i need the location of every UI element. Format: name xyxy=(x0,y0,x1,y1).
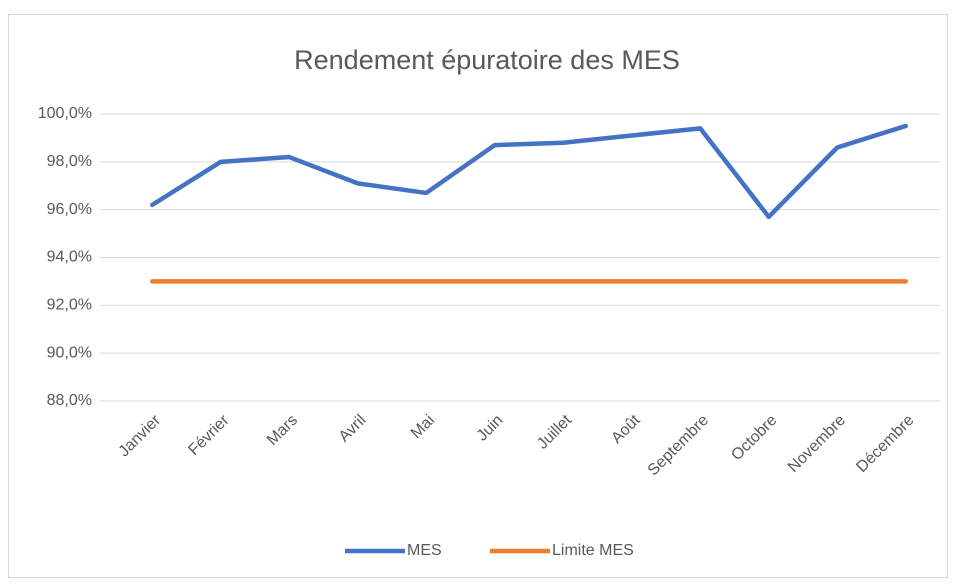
legend-label: MES xyxy=(407,542,442,559)
y-tick-label: 92,0% xyxy=(47,297,92,314)
y-tick-label: 98,0% xyxy=(47,153,92,170)
y-tick-label: 100,0% xyxy=(38,105,92,122)
chart-title: Rendement épuratoire des MES xyxy=(294,45,680,75)
y-tick-label: 94,0% xyxy=(47,249,92,266)
y-tick-label: 90,0% xyxy=(47,344,92,361)
y-tick-label: 88,0% xyxy=(47,392,92,409)
legend-label: Limite MES xyxy=(552,542,634,559)
data-line xyxy=(150,123,908,220)
chart-border xyxy=(8,14,948,578)
y-tick-label: 96,0% xyxy=(47,201,92,218)
